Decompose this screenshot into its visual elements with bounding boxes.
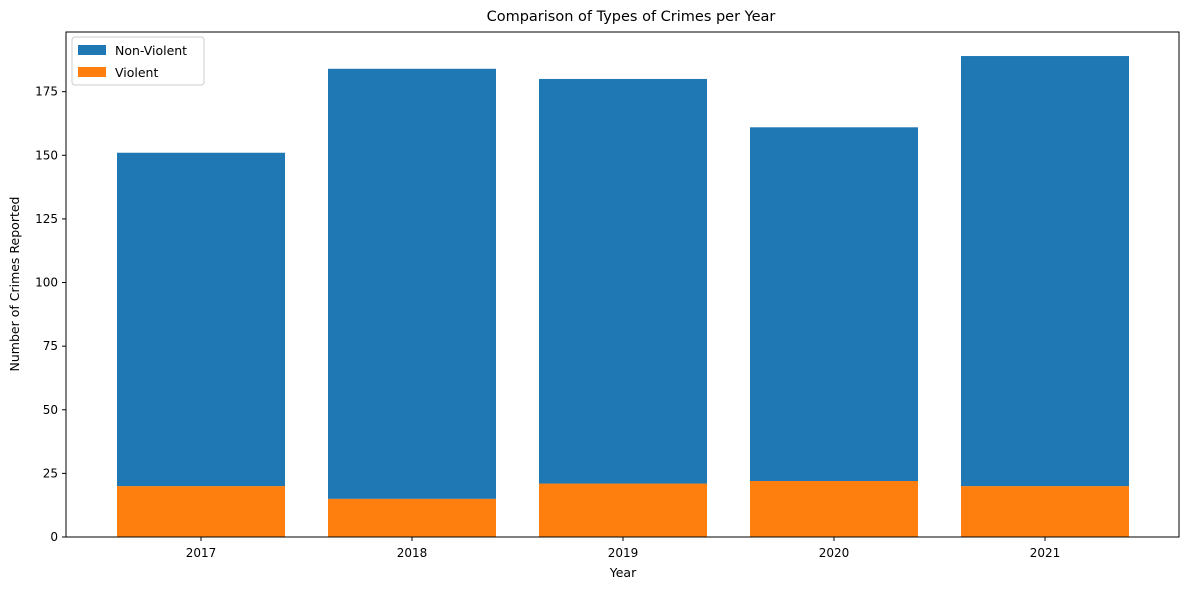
y-tick-label: 0 [50, 530, 58, 544]
y-tick-label: 75 [43, 339, 58, 353]
legend-swatch-violent [78, 67, 106, 77]
y-tick-label: 125 [35, 212, 58, 226]
bar-non-violent-2021 [961, 56, 1129, 487]
bar-violent-2020 [750, 481, 918, 537]
legend-label-violent: Violent [115, 65, 158, 80]
bar-non-violent-2018 [328, 68, 496, 499]
legend: Non-Violent Violent [71, 36, 205, 86]
x-tick-label: 2020 [819, 546, 850, 560]
y-tick-label: 150 [35, 148, 58, 162]
legend-label-non-violent: Non-Violent [115, 43, 187, 58]
bar-violent-2018 [328, 498, 496, 537]
axes: 0 25 50 75 100 125 150 175 2017 2018 2019 2020 2021 [35, 31, 1180, 560]
y-tick-label: 25 [43, 466, 58, 480]
y-tick-label: 50 [43, 403, 58, 417]
x-axis-label: Year [609, 565, 637, 580]
bar-non-violent-2017 [117, 152, 285, 487]
bar-non-violent-2020 [750, 127, 918, 482]
bar-violent-2019 [539, 483, 707, 537]
x-tick-label: 2018 [397, 546, 428, 560]
legend-swatch-non-violent [78, 45, 106, 55]
y-tick-label: 175 [35, 85, 58, 99]
x-tick-label: 2019 [608, 546, 639, 560]
plot-area [117, 56, 1129, 537]
bar-non-violent-2019 [539, 78, 707, 484]
y-tick-label: 100 [35, 276, 58, 290]
x-tick-label: 2021 [1030, 546, 1061, 560]
chart-title: Comparison of Types of Crimes per Year [487, 9, 776, 25]
bar-violent-2017 [117, 486, 285, 537]
x-tick-label: 2017 [186, 546, 217, 560]
bar-violent-2021 [961, 486, 1129, 537]
y-axis-label: Number of Crimes Reported [7, 197, 22, 372]
